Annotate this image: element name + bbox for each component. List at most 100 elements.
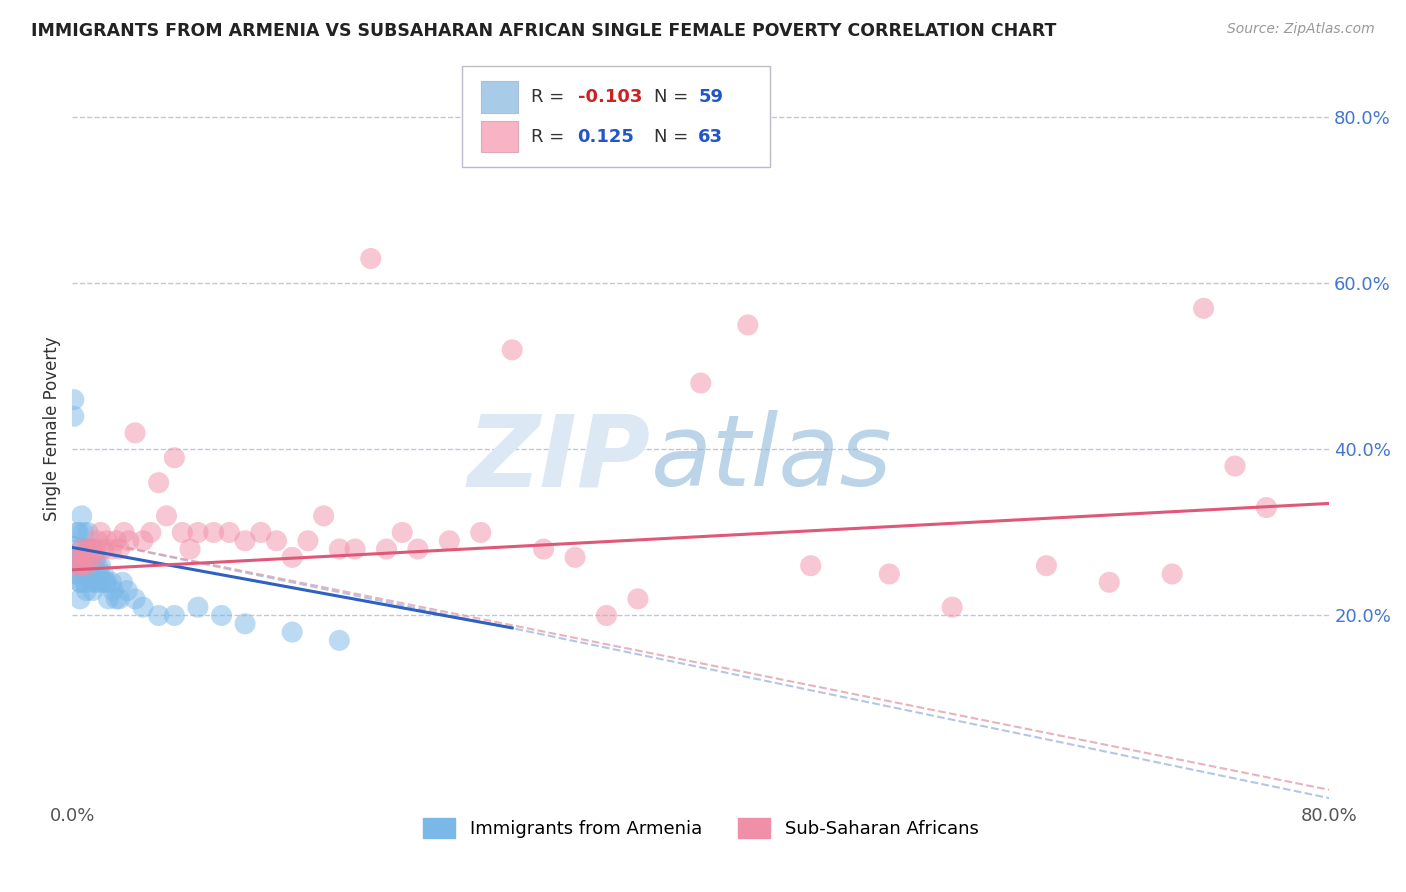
Point bbox=[65, 566, 87, 581]
Point bbox=[75, 566, 97, 581]
Point bbox=[163, 450, 186, 465]
Point bbox=[297, 533, 319, 548]
Point bbox=[86, 575, 108, 590]
Point bbox=[1161, 566, 1184, 581]
Legend: Immigrants from Armenia, Sub-Saharan Africans: Immigrants from Armenia, Sub-Saharan Afr… bbox=[415, 811, 986, 846]
Point bbox=[112, 525, 135, 540]
Point bbox=[66, 550, 89, 565]
Point bbox=[70, 542, 93, 557]
Point bbox=[65, 550, 87, 565]
Point bbox=[155, 508, 177, 523]
Point bbox=[73, 558, 96, 573]
Point bbox=[108, 591, 131, 606]
Point bbox=[1256, 500, 1278, 515]
Point bbox=[148, 608, 170, 623]
FancyBboxPatch shape bbox=[463, 66, 770, 167]
Point bbox=[86, 558, 108, 573]
Text: -0.103: -0.103 bbox=[578, 88, 643, 106]
Point bbox=[83, 550, 105, 565]
Text: atlas: atlas bbox=[651, 410, 891, 507]
Point bbox=[86, 533, 108, 548]
Point bbox=[344, 542, 367, 557]
Point bbox=[406, 542, 429, 557]
Point bbox=[132, 533, 155, 548]
Point bbox=[689, 376, 711, 390]
Point bbox=[69, 575, 91, 590]
Point bbox=[100, 542, 122, 557]
Point bbox=[79, 558, 101, 573]
Point bbox=[124, 591, 146, 606]
Point bbox=[312, 508, 335, 523]
Point bbox=[564, 550, 586, 565]
Point bbox=[84, 575, 107, 590]
Point bbox=[97, 591, 120, 606]
Text: 63: 63 bbox=[699, 128, 723, 145]
Point bbox=[73, 550, 96, 565]
Point bbox=[91, 575, 114, 590]
Point bbox=[501, 343, 523, 357]
Point bbox=[132, 600, 155, 615]
Text: IMMIGRANTS FROM ARMENIA VS SUBSAHARAN AFRICAN SINGLE FEMALE POVERTY CORRELATION : IMMIGRANTS FROM ARMENIA VS SUBSAHARAN AF… bbox=[31, 22, 1056, 40]
Point bbox=[79, 550, 101, 565]
Point bbox=[93, 566, 115, 581]
Point bbox=[66, 550, 89, 565]
Point bbox=[266, 533, 288, 548]
Point bbox=[67, 525, 90, 540]
Point bbox=[96, 533, 118, 548]
Point bbox=[800, 558, 823, 573]
Point bbox=[105, 533, 128, 548]
Point bbox=[79, 542, 101, 557]
Text: R =: R = bbox=[531, 88, 569, 106]
Point bbox=[249, 525, 271, 540]
Point bbox=[77, 542, 100, 557]
Point bbox=[163, 608, 186, 623]
Point bbox=[148, 475, 170, 490]
Y-axis label: Single Female Poverty: Single Female Poverty bbox=[44, 336, 60, 521]
Point bbox=[233, 533, 256, 548]
Point bbox=[82, 558, 104, 573]
Point bbox=[1192, 301, 1215, 316]
Point bbox=[105, 591, 128, 606]
Point bbox=[1223, 458, 1246, 473]
Text: N =: N = bbox=[654, 88, 695, 106]
Point bbox=[124, 425, 146, 440]
Point bbox=[139, 525, 162, 540]
Point bbox=[72, 550, 94, 565]
Point bbox=[375, 542, 398, 557]
Point bbox=[328, 542, 350, 557]
Point bbox=[70, 558, 93, 573]
Text: N =: N = bbox=[654, 128, 695, 145]
Point bbox=[470, 525, 492, 540]
Point bbox=[69, 591, 91, 606]
Point bbox=[82, 583, 104, 598]
Point bbox=[941, 600, 963, 615]
Point bbox=[233, 616, 256, 631]
Text: 59: 59 bbox=[699, 88, 723, 106]
Text: ZIP: ZIP bbox=[467, 410, 651, 507]
Point bbox=[737, 318, 759, 332]
Point bbox=[75, 558, 97, 573]
Point bbox=[179, 542, 201, 557]
Point bbox=[187, 600, 209, 615]
Point bbox=[84, 550, 107, 565]
Point bbox=[96, 575, 118, 590]
Point bbox=[72, 525, 94, 540]
Point bbox=[439, 533, 461, 548]
Point bbox=[73, 575, 96, 590]
Point bbox=[62, 392, 84, 407]
Point bbox=[72, 550, 94, 565]
Point bbox=[218, 525, 240, 540]
Point bbox=[66, 525, 89, 540]
Point bbox=[281, 625, 304, 640]
Point bbox=[115, 583, 138, 598]
Point bbox=[77, 542, 100, 557]
Point bbox=[80, 542, 103, 557]
Point bbox=[69, 575, 91, 590]
Point bbox=[94, 575, 117, 590]
Point bbox=[73, 550, 96, 565]
Point bbox=[108, 542, 131, 557]
Point bbox=[82, 542, 104, 557]
Point bbox=[89, 525, 111, 540]
Point bbox=[93, 542, 115, 557]
Point bbox=[118, 533, 141, 548]
